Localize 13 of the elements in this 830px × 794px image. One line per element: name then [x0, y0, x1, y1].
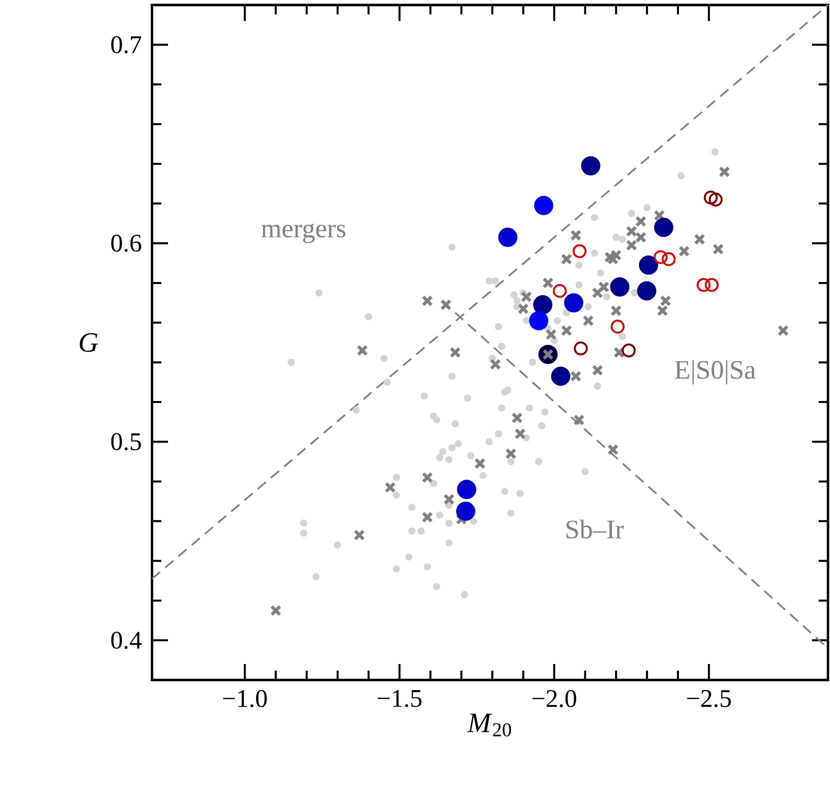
x-tick-label: −1.0 — [223, 690, 267, 708]
x-tick-label: −2.5 — [687, 690, 731, 708]
x-tick-label: −1.5 — [378, 690, 422, 708]
x-tick-label: −2.0 — [532, 690, 576, 708]
y-axis-title: G — [80, 333, 98, 352]
annotation: E|S0|Sa — [674, 360, 756, 384]
y-tick-label: 0.6 — [111, 234, 142, 252]
y-tick-label: 0.5 — [111, 433, 141, 450]
annotation: Sb–Ir — [566, 520, 624, 538]
x-axis-title: M$_{20}$ — [467, 714, 512, 736]
y-tick-label: 0.7 — [111, 36, 142, 54]
annotation: mergers — [261, 224, 346, 244]
y-tick-label: 0.4 — [111, 632, 142, 649]
